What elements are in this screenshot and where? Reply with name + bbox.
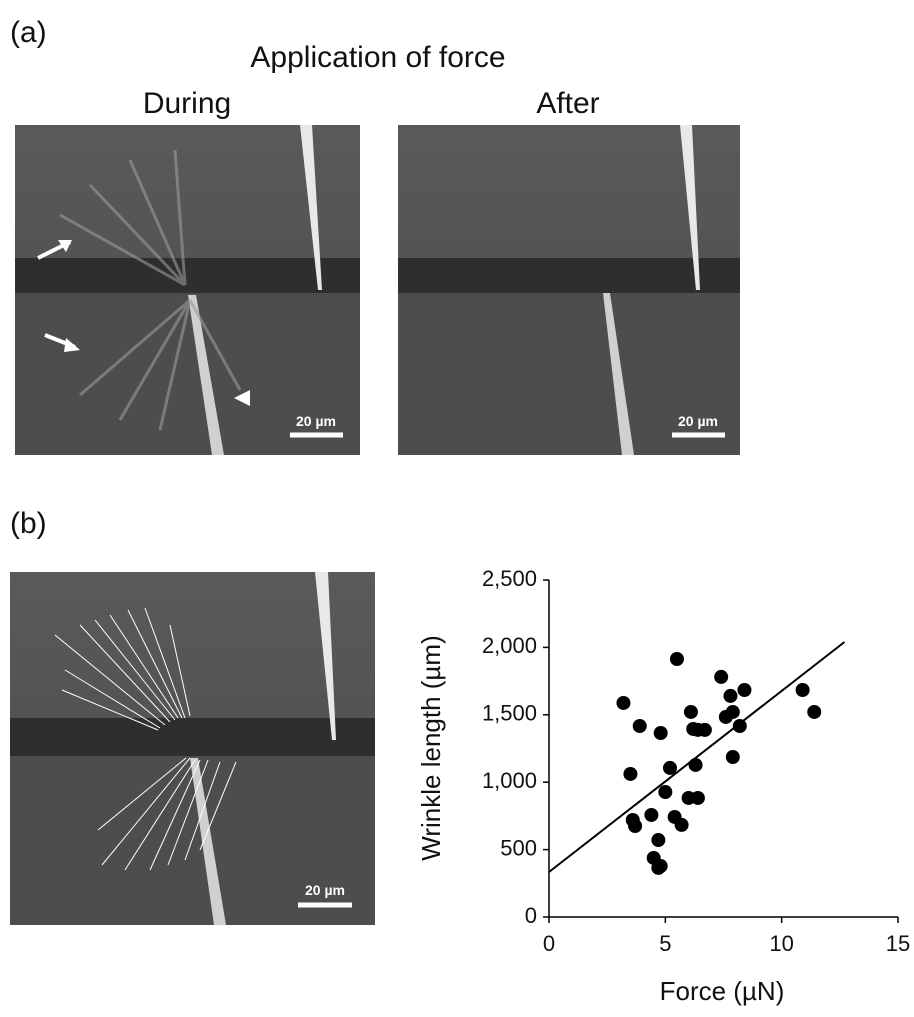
micrograph: 20 µm: [10, 572, 375, 925]
point: [688, 757, 703, 772]
x-tick-label: 15: [886, 931, 910, 956]
point: [628, 819, 643, 834]
point: [714, 669, 729, 684]
point: [662, 760, 677, 775]
point: [651, 833, 666, 848]
panel-label: (a): [10, 16, 47, 49]
point: [632, 718, 647, 733]
point: [807, 704, 822, 719]
point: [674, 817, 689, 832]
y-tick-label: 2,000: [482, 633, 537, 658]
trend-line: [548, 641, 846, 873]
panel-title: Application of force: [250, 41, 505, 74]
y-tick-label: 1,500: [482, 701, 537, 726]
point: [725, 749, 740, 764]
x-tick-label: 5: [659, 931, 671, 956]
y-tick-label: 0: [525, 903, 537, 928]
scatter-plot: Force (µN) Wrinkle length (µm) 0 500 1,000…: [416, 566, 910, 1006]
scale-bar-label: 20 µm: [296, 413, 336, 429]
point: [653, 725, 668, 740]
point: [697, 722, 712, 737]
micrograph: 20 µm: [398, 125, 740, 455]
point: [616, 695, 631, 710]
column-title: During: [143, 87, 231, 120]
panel-label: (b): [10, 507, 47, 540]
point: [658, 785, 673, 800]
point: [725, 704, 740, 719]
point: [623, 766, 638, 781]
x-axis-title: Force (µN): [660, 976, 785, 1006]
point: [690, 790, 705, 805]
point: [669, 651, 684, 666]
y-tick-label: 2,500: [482, 566, 537, 591]
scale-bar-label: 20 µm: [305, 882, 345, 898]
x-tick-label: 10: [769, 931, 793, 956]
y-tick-label: 500: [500, 835, 537, 860]
micrograph: 20 µm: [15, 125, 360, 455]
point: [653, 859, 668, 874]
column-title: After: [536, 87, 599, 120]
point: [737, 682, 752, 697]
point: [723, 688, 738, 703]
point: [683, 704, 698, 719]
y-tick-label: 1,000: [482, 768, 537, 793]
scale-bar-label: 20 µm: [678, 413, 718, 429]
y-axis-title: Wrinkle length (µm): [416, 635, 446, 860]
point: [795, 682, 810, 697]
point: [644, 807, 659, 822]
x-tick-label: 0: [543, 931, 555, 956]
point: [732, 718, 747, 733]
